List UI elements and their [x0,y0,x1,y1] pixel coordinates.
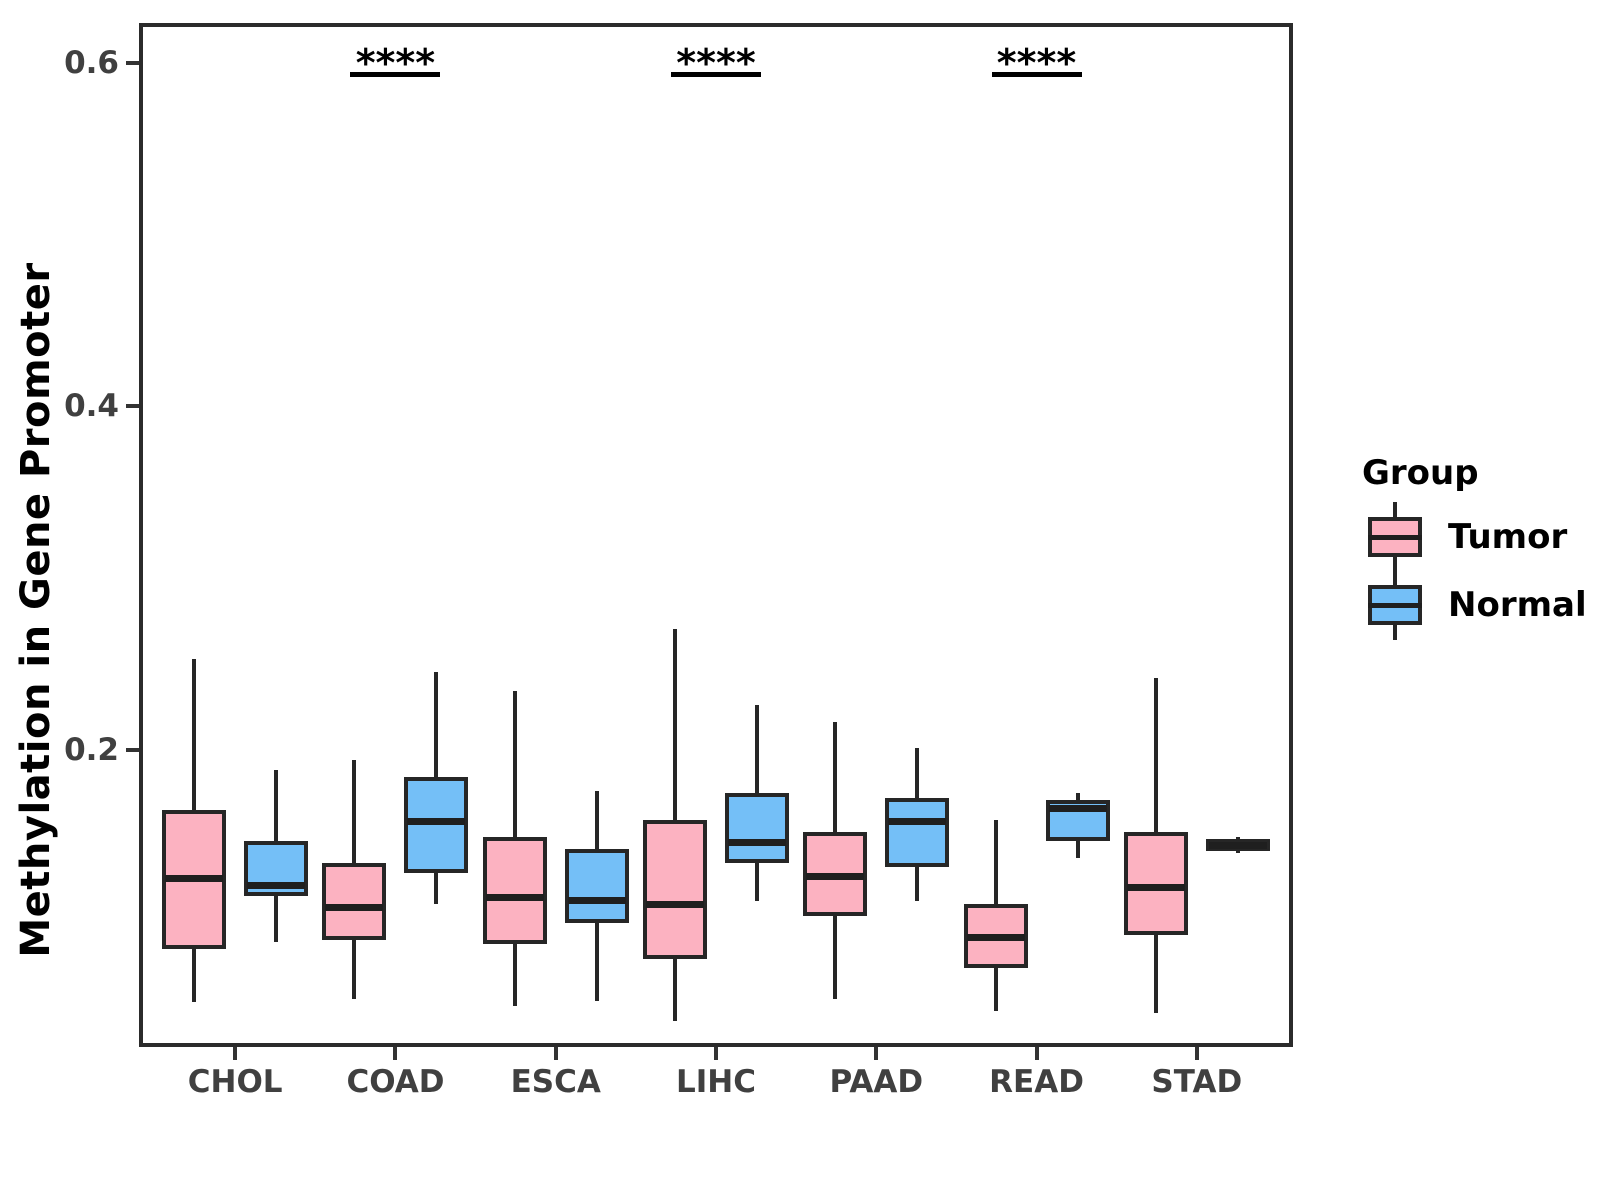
x-tick-label-lihc: LIHC [676,1064,756,1100]
box-normal-esca[interactable] [564,849,629,924]
significance-bar-read [991,72,1082,77]
median-normal-coad [407,818,466,826]
median-tumor-read [966,933,1025,941]
x-tick-label-read: READ [989,1064,1084,1100]
median-normal-read [1048,804,1107,812]
median-normal-stad [1208,842,1267,850]
y-tick-mark [126,747,139,752]
median-tumor-coad [325,904,384,912]
legend-title: Group [1362,453,1479,493]
legend-key-normal[interactable] [1365,570,1425,640]
x-tick-mark [553,1047,558,1060]
y-tick-mark [126,60,139,65]
median-tumor-stad [1126,883,1185,891]
median-tumor-chol [165,875,224,883]
x-tick-label-chol: CHOL [187,1064,283,1100]
box-tumor-coad[interactable] [322,863,387,941]
box-normal-paad[interactable] [885,797,950,867]
significance-bar-lihc [671,72,761,77]
legend-key-tumor[interactable] [1365,502,1425,572]
box-tumor-lihc[interactable] [643,820,707,960]
median-normal-lihc [728,839,786,847]
median-tumor-esca [485,894,544,902]
x-tick-mark [1034,1047,1039,1060]
x-tick-mark [1194,1047,1199,1060]
box-tumor-esca[interactable] [482,837,547,944]
significance-bar-coad [350,72,441,77]
y-tick-mark [126,404,139,409]
y-tick-label: 0.6 [64,44,119,81]
median-normal-chol [247,881,306,889]
x-tick-mark [393,1047,398,1060]
x-tick-label-esca: ESCA [510,1064,601,1100]
x-tick-label-coad: COAD [346,1064,445,1100]
median-normal-esca [567,897,626,905]
x-tick-mark [233,1047,238,1060]
legend-key-median [1368,535,1422,540]
legend-label-normal: Normal [1448,585,1587,625]
legend-label-tumor: Tumor [1448,517,1568,557]
legend-key-median [1368,603,1422,608]
box-normal-lihc[interactable] [725,792,789,864]
x-tick-mark [714,1047,718,1060]
x-tick-label-paad: PAAD [829,1064,924,1100]
y-tick-label: 0.2 [64,731,119,768]
median-tumor-paad [806,873,865,881]
median-tumor-lihc [646,900,704,908]
x-tick-mark [874,1047,879,1060]
median-normal-paad [888,818,947,826]
x-tick-label-stad: STAD [1151,1064,1243,1100]
y-tick-label: 0.4 [64,388,119,425]
